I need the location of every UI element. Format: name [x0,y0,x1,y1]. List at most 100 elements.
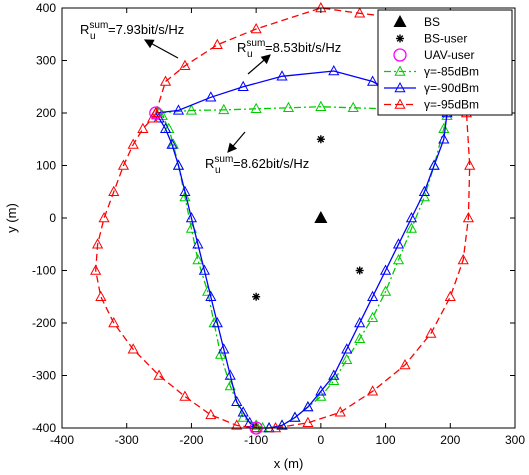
series-2-marker [127,343,139,354]
y-tick-label: -100 [32,264,56,278]
series-1-marker [379,264,392,275]
legend-label: γ=-85dBm [424,65,479,79]
legend-triangle-icon [394,65,406,76]
x-tick-label: -200 [179,433,203,447]
series-2-marker [444,290,456,301]
legend-circle-icon [393,48,407,62]
bs-user-marker [355,266,364,275]
annotation-arrow [247,54,271,75]
series-line-1 [155,70,448,429]
series-1-marker [315,385,327,396]
series-2-marker [269,421,282,433]
series-0-marker [179,190,191,202]
x-tick-label: 300 [505,433,525,447]
series-1-marker [166,138,178,149]
legend-asterisk-icon [396,34,404,43]
x-tick-label: -100 [244,433,268,447]
series-0-marker [214,348,227,359]
series-2-marker [334,406,346,417]
series-0-marker [282,101,295,112]
series-2-marker [205,408,217,420]
legend-triangle-icon [394,98,406,109]
series-0-marker [192,253,204,265]
series-2-marker [302,416,314,427]
series-1-marker [328,64,340,76]
series-2-marker [127,138,139,149]
series-0-marker [218,103,230,115]
series-1-marker [237,406,249,417]
series-1-marker [438,133,450,144]
series-1-marker [198,264,210,275]
annotation-arrow [227,131,246,153]
series-2-marker [147,112,159,123]
series-2-marker [108,316,120,328]
bs-user-marker [316,135,325,144]
series-2-marker [108,185,120,196]
series-1-marker [237,80,249,91]
series-2-marker [117,159,130,170]
series-1-marker [172,104,185,115]
series-0-marker [250,102,262,114]
series-1-marker [205,91,217,102]
y-tick-label: 400 [36,1,56,15]
series-2-marker [92,238,104,249]
series-1-marker [218,343,230,354]
bs-marker [314,210,328,223]
series-2-marker [457,253,469,265]
series-2-marker [231,419,243,430]
legend-label: UAV-user [424,48,474,62]
series-1-marker [185,211,198,223]
series-0-marker [379,285,392,296]
legend-label: BS-user [424,32,467,46]
series-1-marker [211,316,223,328]
series-0-marker [354,332,366,343]
series-0-marker [341,353,353,364]
series-2-marker [153,369,165,380]
series-2-marker [464,159,476,170]
series-1-marker [428,159,440,170]
series-2-marker [95,290,107,301]
series-2-marker [159,75,172,86]
series-1-marker [354,316,366,328]
series-1-marker [367,75,379,86]
series-0-marker [367,311,379,322]
y-tick-label: -200 [32,316,56,330]
series-1-marker [276,419,288,430]
y-axis-label: y (m) [4,203,19,233]
rate-annotation: Rsum u =8.62bit/s/Hz [205,154,309,176]
series-0-marker [185,104,198,115]
series-0-marker [405,222,418,233]
series-1-marker [405,211,418,223]
legend-label: γ=-90dBm [424,81,479,95]
y-tick-label: 100 [36,159,56,173]
y-tick-label: -300 [32,369,56,383]
series-2-marker [367,385,379,396]
legend-label: γ=-95dBm [424,98,479,112]
annotation-arrow [143,39,179,59]
series-1-marker [276,70,288,81]
series-1-marker [289,411,301,422]
legend-triangle-icon [394,81,406,93]
series-1-marker [328,369,340,380]
series-0-marker [315,390,327,401]
series-0-marker [315,100,327,111]
series-2-marker [211,38,223,49]
x-tick-label: 0 [318,433,325,447]
x-tick-label: -300 [115,433,139,447]
rate-annotation: Rsum u =8.53bit/s/Hz [237,38,341,60]
series-2-marker [150,106,162,118]
series-1-marker [392,238,405,249]
series-1-marker [224,369,236,380]
series-2-marker [354,7,366,18]
series-1-marker [231,395,243,406]
series-1-marker [418,185,430,196]
legend-bs-icon [393,14,407,27]
series-1-marker [341,343,353,354]
series-2-marker [250,22,262,34]
y-tick-label: 200 [36,106,56,120]
series-2-marker [462,211,474,223]
series-1-marker [172,159,185,170]
x-axis-label: x (m) [274,456,304,471]
series-1-marker [302,400,314,412]
